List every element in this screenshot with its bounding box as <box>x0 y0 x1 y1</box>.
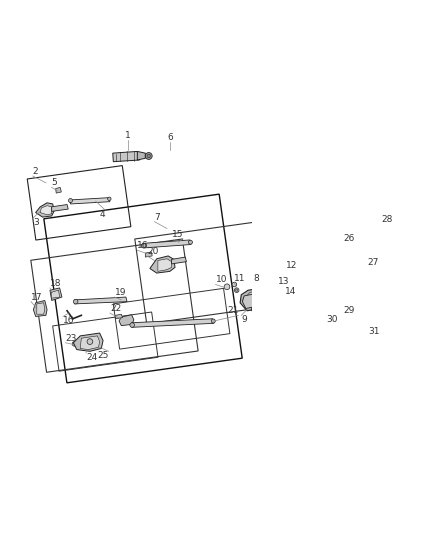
Polygon shape <box>240 288 268 311</box>
Polygon shape <box>119 315 134 326</box>
Polygon shape <box>290 296 304 303</box>
Polygon shape <box>138 151 145 160</box>
Text: 11: 11 <box>234 274 246 283</box>
Text: 30: 30 <box>326 316 337 325</box>
Circle shape <box>388 229 392 232</box>
Circle shape <box>224 284 230 289</box>
Polygon shape <box>70 198 110 204</box>
Text: 2: 2 <box>33 167 39 176</box>
Polygon shape <box>150 256 175 273</box>
Polygon shape <box>80 336 99 350</box>
Polygon shape <box>143 240 191 248</box>
Polygon shape <box>33 301 47 317</box>
Circle shape <box>108 197 111 200</box>
Polygon shape <box>52 205 68 212</box>
Polygon shape <box>158 259 172 271</box>
Polygon shape <box>116 314 123 319</box>
Text: 10: 10 <box>215 276 227 285</box>
Polygon shape <box>131 319 214 327</box>
Text: 15: 15 <box>172 230 183 239</box>
Polygon shape <box>344 245 350 254</box>
Circle shape <box>147 154 150 158</box>
Polygon shape <box>344 264 362 279</box>
Text: 25: 25 <box>97 351 109 360</box>
Text: 16: 16 <box>138 241 149 250</box>
Circle shape <box>211 319 215 323</box>
Polygon shape <box>37 303 45 314</box>
Text: 31: 31 <box>368 327 379 336</box>
Text: 18: 18 <box>50 279 61 288</box>
Polygon shape <box>35 203 54 217</box>
Polygon shape <box>242 294 258 309</box>
Text: 8: 8 <box>254 274 260 283</box>
Circle shape <box>352 344 359 351</box>
Circle shape <box>354 345 357 349</box>
Text: 13: 13 <box>278 277 290 286</box>
Text: 19: 19 <box>114 288 126 297</box>
Text: 5: 5 <box>52 179 57 188</box>
Text: 24: 24 <box>86 353 97 362</box>
Polygon shape <box>51 290 60 298</box>
Polygon shape <box>73 333 103 351</box>
Polygon shape <box>385 236 396 247</box>
Text: 21: 21 <box>227 306 238 316</box>
Circle shape <box>130 323 134 327</box>
Text: 16: 16 <box>63 317 74 326</box>
Text: 9: 9 <box>241 316 247 325</box>
Text: 29: 29 <box>343 306 354 316</box>
Text: 12: 12 <box>286 261 297 270</box>
Text: 27: 27 <box>367 259 378 268</box>
Text: 3: 3 <box>33 218 39 227</box>
Polygon shape <box>337 333 374 363</box>
Text: 6: 6 <box>168 133 173 142</box>
Polygon shape <box>113 151 140 161</box>
Polygon shape <box>362 263 377 270</box>
Text: 1: 1 <box>125 131 131 140</box>
Polygon shape <box>172 257 187 264</box>
Polygon shape <box>40 206 52 215</box>
Circle shape <box>234 288 239 293</box>
Polygon shape <box>56 188 61 193</box>
Text: 22: 22 <box>110 304 121 313</box>
Text: 4: 4 <box>100 210 105 219</box>
Polygon shape <box>74 297 127 304</box>
Circle shape <box>73 300 78 304</box>
Circle shape <box>87 339 93 344</box>
Circle shape <box>72 342 77 346</box>
Circle shape <box>188 240 192 244</box>
Circle shape <box>68 198 73 203</box>
Circle shape <box>145 152 152 159</box>
Text: 17: 17 <box>31 293 42 302</box>
Circle shape <box>232 282 237 287</box>
Polygon shape <box>145 252 152 257</box>
Text: 20: 20 <box>147 247 159 256</box>
Polygon shape <box>326 340 337 348</box>
Polygon shape <box>50 288 62 301</box>
Circle shape <box>353 319 356 323</box>
Polygon shape <box>385 225 396 237</box>
Polygon shape <box>242 290 265 308</box>
Circle shape <box>141 244 146 248</box>
Polygon shape <box>342 337 368 359</box>
Text: 28: 28 <box>381 215 392 224</box>
Text: 23: 23 <box>65 334 77 343</box>
Text: 7: 7 <box>155 213 160 222</box>
Text: 14: 14 <box>285 287 296 296</box>
Polygon shape <box>350 317 364 327</box>
Polygon shape <box>341 261 367 281</box>
Polygon shape <box>334 322 348 329</box>
Text: 26: 26 <box>343 235 354 244</box>
Circle shape <box>236 289 238 292</box>
